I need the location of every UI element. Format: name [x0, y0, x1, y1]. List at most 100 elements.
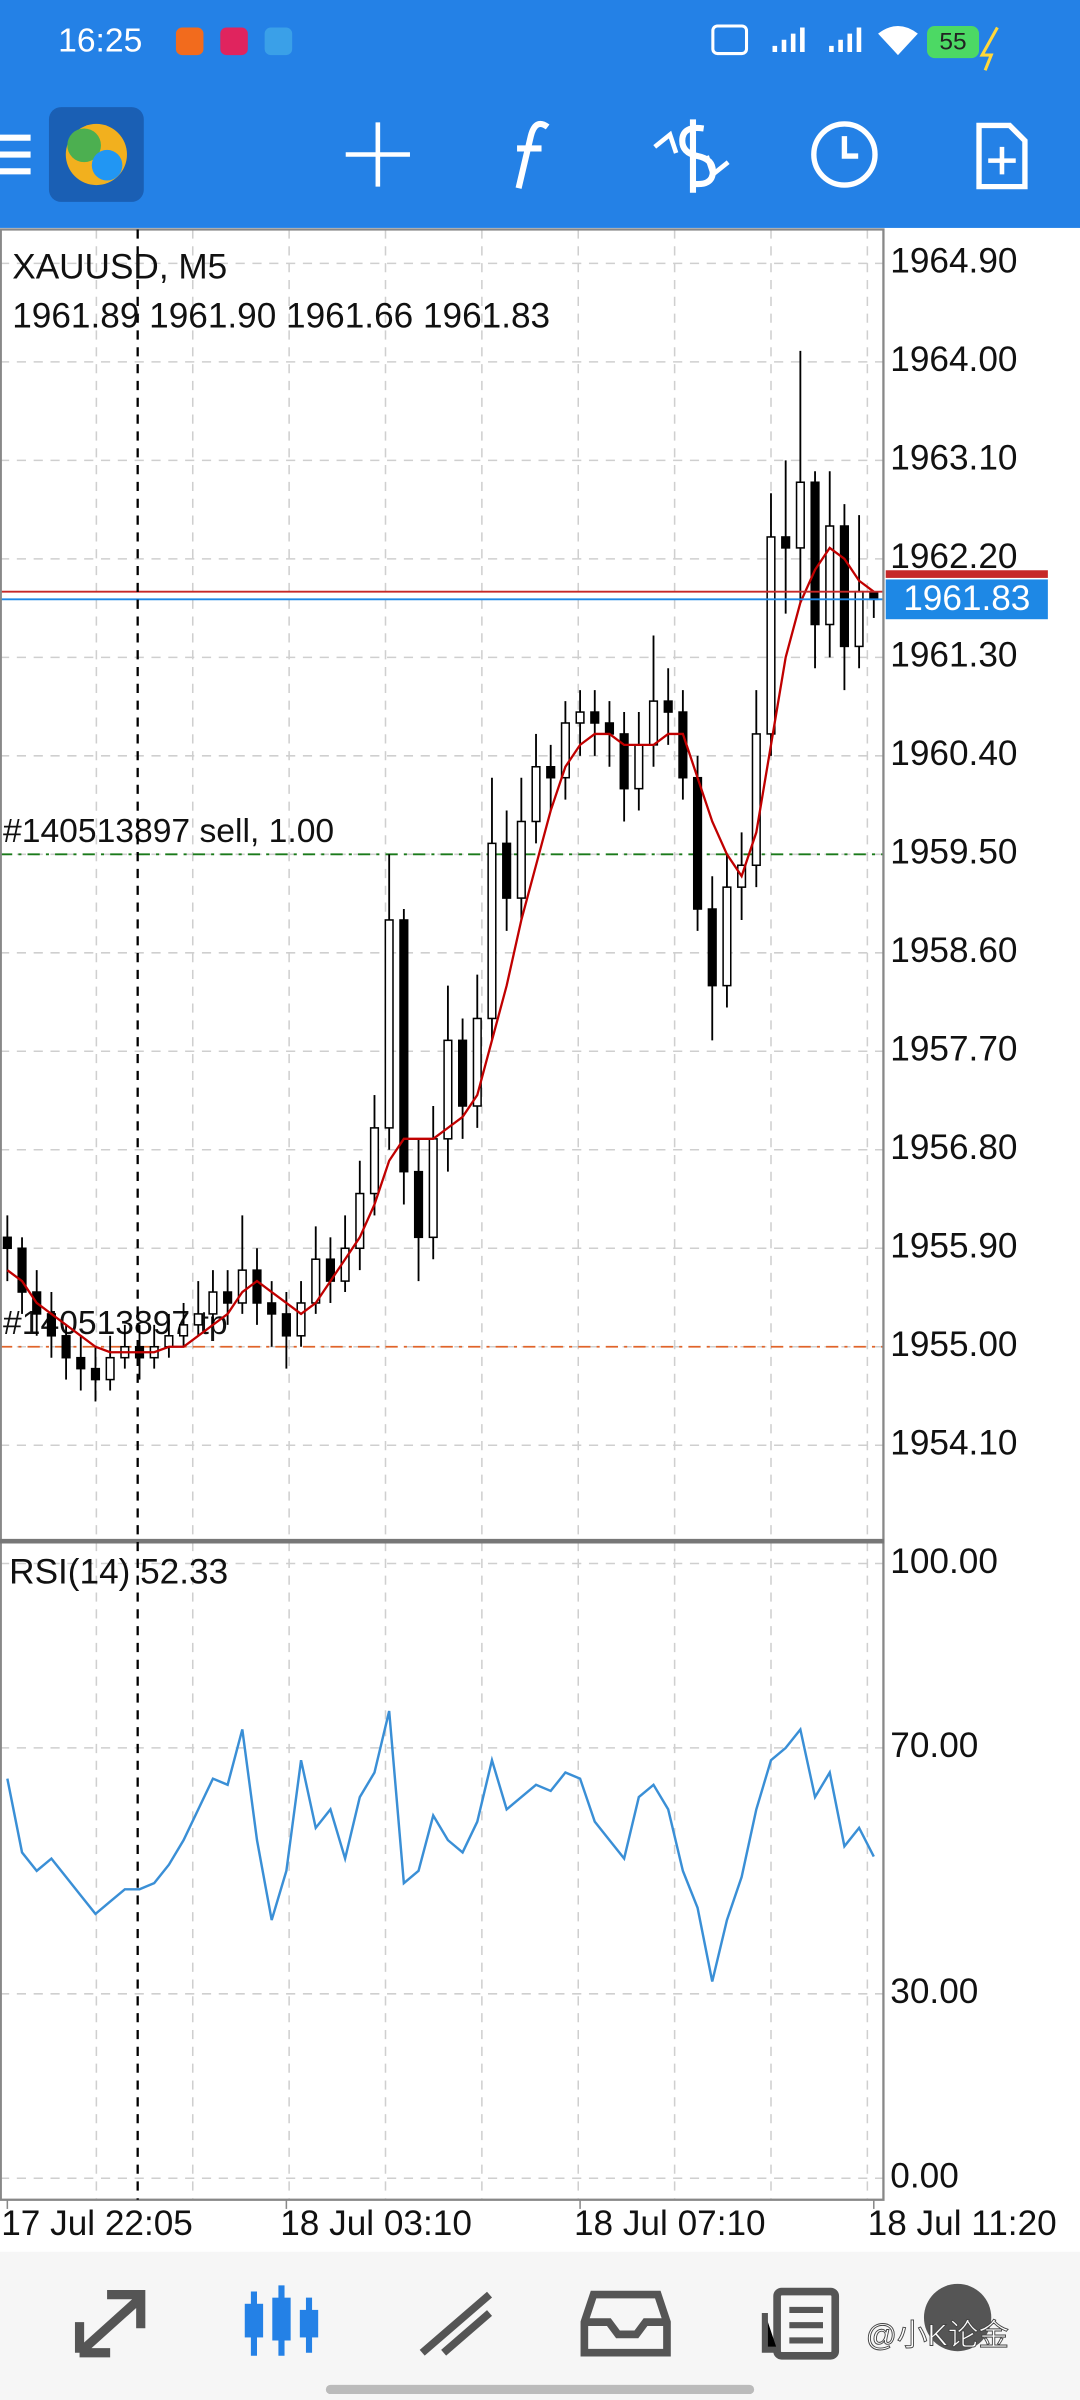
clock: 16:25 — [58, 23, 142, 60]
candle-body — [604, 722, 615, 735]
status-icons-part — [175, 27, 204, 56]
candle-body — [267, 1302, 277, 1315]
candle-body — [590, 711, 600, 724]
candle-body — [707, 908, 717, 987]
trade-button[interactable] — [653, 119, 730, 193]
indicators-button-part[interactable] — [515, 120, 550, 189]
indicators-button[interactable] — [515, 120, 550, 189]
candle-body — [76, 1356, 86, 1370]
candle-body — [722, 886, 732, 987]
candle-body — [825, 525, 835, 626]
symbol-title: XAUUSD, M5 — [12, 248, 227, 287]
bottom-nav — [0, 2251, 1080, 2400]
new-order-button[interactable] — [976, 122, 1028, 190]
price-tag-label: 1961.83 — [903, 579, 1030, 618]
new-order-button-part[interactable] — [988, 146, 1016, 175]
candle-body — [252, 1269, 262, 1304]
crosshair-button-part[interactable] — [345, 122, 410, 187]
y-tick-label: 1955.00 — [890, 1325, 1017, 1364]
chart-tab-part[interactable] — [244, 2303, 264, 2338]
order-label: #140513897 sell, 1.00 — [3, 813, 334, 850]
candle-body — [516, 820, 526, 899]
candle-body — [61, 1335, 71, 1359]
y-tick-label: 1959.50 — [890, 833, 1017, 872]
battery — [927, 26, 980, 59]
more-tab[interactable] — [923, 2283, 992, 2352]
chart-tab-part[interactable] — [299, 2309, 319, 2338]
candle-body — [472, 1017, 482, 1107]
candle-body — [502, 842, 512, 899]
y-tick-label: 1958.60 — [890, 931, 1017, 970]
trade-button-part[interactable] — [679, 119, 716, 193]
candle-body — [413, 1170, 424, 1239]
quotes-tab[interactable] — [74, 2290, 146, 2358]
menu-button[interactable] — [0, 134, 31, 175]
y-tick-label: 100.00 — [890, 1542, 998, 1581]
app-logo[interactable] — [48, 107, 144, 202]
candle-body — [399, 919, 409, 1173]
x-tick-label: 18 Jul 11:20 — [868, 2204, 1057, 2243]
y-tick-label: 1954.10 — [890, 1424, 1017, 1463]
app-logo-part[interactable] — [67, 128, 101, 163]
candle-body — [869, 592, 879, 601]
y-tick-label: 1957.70 — [890, 1030, 1017, 1069]
y-tick-label: 30.00 — [890, 1972, 978, 2011]
chart-frame — [0, 228, 885, 2201]
candle-body — [296, 1302, 306, 1337]
chart-tab-part[interactable] — [272, 2297, 291, 2341]
candle-body — [619, 733, 629, 790]
x-tick-label: 18 Jul 03:10 — [280, 2204, 472, 2243]
period-button-part[interactable] — [811, 121, 878, 188]
candle-body — [810, 481, 820, 626]
y-tick-label: 1955.90 — [890, 1227, 1017, 1266]
trade-tab-part[interactable] — [419, 2291, 493, 2356]
status-icons-part — [878, 26, 918, 56]
period-button-part[interactable] — [841, 136, 859, 159]
app-logo-part[interactable] — [91, 149, 123, 181]
news-tab-part[interactable] — [761, 2306, 824, 2353]
status-icons-part — [220, 27, 248, 56]
menu-button-part[interactable] — [0, 134, 31, 175]
candle-body — [546, 766, 556, 779]
watermark: @小K论金 — [866, 2319, 1009, 2353]
y-tick-label: 1964.00 — [890, 340, 1017, 379]
status-icons-part — [711, 24, 749, 56]
candle-body — [531, 766, 541, 823]
x-tick-label: 18 Jul 07:10 — [574, 2204, 766, 2243]
rsi-line — [6, 1710, 875, 1982]
home-indicator — [325, 2384, 755, 2395]
moving-average — [6, 546, 875, 1354]
candle-body — [560, 722, 570, 779]
news-tab[interactable] — [761, 2287, 840, 2360]
y-tick-label: 70.00 — [890, 1726, 978, 1765]
candle-body — [487, 842, 497, 1020]
history-tab-part[interactable] — [580, 2290, 671, 2357]
candle-body — [178, 1324, 189, 1337]
news-tab-part[interactable] — [773, 2287, 840, 2360]
candle-body — [105, 1356, 115, 1381]
candle-body — [90, 1367, 101, 1381]
y-tick-label: 1964.90 — [890, 242, 1017, 281]
trade-button-part[interactable] — [653, 130, 730, 179]
price-tag — [885, 579, 1048, 620]
candle-body — [663, 700, 673, 713]
y-tick-label: 1960.40 — [890, 734, 1017, 773]
candle-body — [384, 919, 394, 1129]
quotes-tab-part[interactable] — [74, 2290, 146, 2358]
y-tick-label: 1962.20 — [890, 537, 1017, 576]
candle-body — [311, 1258, 321, 1304]
candle-body — [839, 525, 850, 648]
chart-area: 1964.90 1964.00 1963.10 1962.20 1961.30 1960.… — [0, 229, 1057, 2243]
history-tab[interactable] — [580, 2290, 671, 2357]
trade-tab[interactable] — [419, 2291, 493, 2356]
candle-body — [208, 1291, 218, 1315]
rsi-title: RSI(14) 52.33 — [9, 1552, 228, 1591]
period-button[interactable] — [811, 121, 878, 188]
chart-tab[interactable] — [244, 2285, 319, 2356]
crosshair-button[interactable] — [345, 122, 410, 187]
candle-body — [634, 744, 644, 790]
candle-body — [164, 1335, 174, 1348]
new-order-button-part[interactable] — [976, 122, 1028, 190]
ask-marker — [885, 570, 1048, 578]
